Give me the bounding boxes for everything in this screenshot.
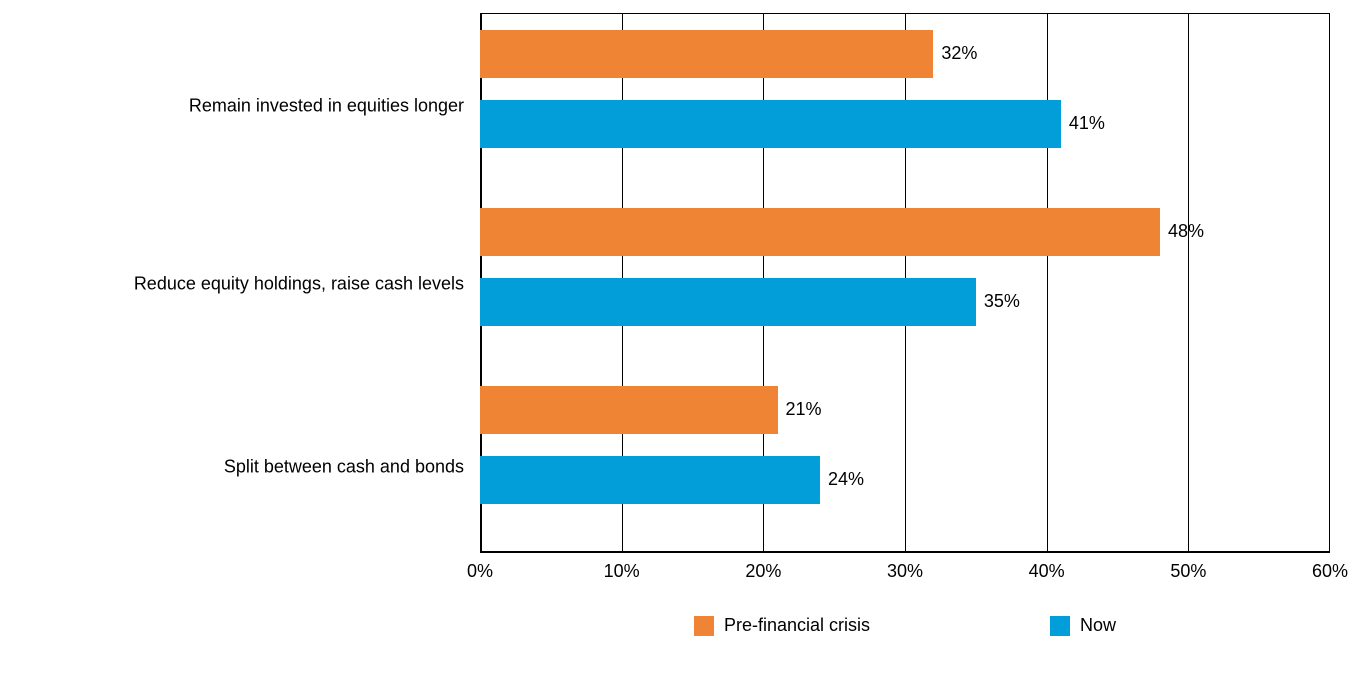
bar-now xyxy=(480,456,820,504)
bar-now xyxy=(480,278,976,326)
x-tick-label: 50% xyxy=(1170,561,1206,582)
bar-value-label: 32% xyxy=(941,43,977,64)
y-category-label: Reduce equity holdings, raise cash level… xyxy=(134,273,464,294)
bar-value-label: 24% xyxy=(828,469,864,490)
x-tick-label: 20% xyxy=(745,561,781,582)
bar-pre xyxy=(480,208,1160,256)
gridline xyxy=(1188,14,1189,553)
bar-now xyxy=(480,100,1061,148)
chart-legend: Pre-financial crisis Now xyxy=(480,615,1330,636)
x-tick-label: 40% xyxy=(1029,561,1065,582)
legend-swatch xyxy=(1050,616,1070,636)
legend-swatch xyxy=(694,616,714,636)
y-category-label: Split between cash and bonds xyxy=(224,456,464,477)
legend-item-pre: Pre-financial crisis xyxy=(694,615,870,636)
legend-item-now: Now xyxy=(1050,615,1116,636)
x-tick-label: 60% xyxy=(1312,561,1348,582)
bar-value-label: 21% xyxy=(786,399,822,420)
x-tick-label: 30% xyxy=(887,561,923,582)
bar-value-label: 48% xyxy=(1168,221,1204,242)
x-tick-label: 10% xyxy=(604,561,640,582)
y-category-label: Remain invested in equities longer xyxy=(189,95,464,116)
x-tick-label: 0% xyxy=(467,561,493,582)
bar-pre xyxy=(480,386,778,434)
bar-pre xyxy=(480,30,933,78)
legend-label: Pre-financial crisis xyxy=(724,615,870,636)
bar-chart: 0%10%20%30%40%50%60%Split between cash a… xyxy=(480,13,1330,553)
plot-area: 0%10%20%30%40%50%60%Split between cash a… xyxy=(480,13,1330,553)
legend-label: Now xyxy=(1080,615,1116,636)
bar-value-label: 41% xyxy=(1069,113,1105,134)
gridline xyxy=(1047,14,1048,553)
bar-value-label: 35% xyxy=(984,291,1020,312)
